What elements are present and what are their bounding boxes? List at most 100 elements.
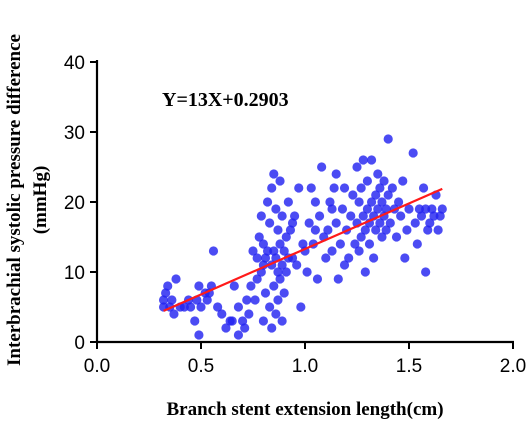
data-point <box>202 295 212 305</box>
data-point <box>377 197 387 207</box>
data-point <box>375 183 385 193</box>
data-point <box>267 323 277 333</box>
data-point <box>252 274 262 284</box>
data-point <box>260 253 271 263</box>
data-point <box>229 281 239 291</box>
data-point <box>391 232 402 242</box>
data-point <box>360 225 370 235</box>
data-point <box>244 309 254 319</box>
x-tick-label: 0.5 <box>188 356 214 377</box>
data-point <box>265 302 275 312</box>
data-point <box>346 211 356 221</box>
data-point <box>196 302 206 312</box>
data-point <box>337 204 348 214</box>
data-point <box>329 183 339 193</box>
data-point <box>352 162 362 172</box>
data-point <box>317 162 327 172</box>
data-point <box>208 246 219 256</box>
data-point <box>418 183 429 193</box>
data-point <box>283 197 293 207</box>
plot-area: 0 10 20 30 40 0.0 0.5 1.0 1.5 2.0 <box>64 53 526 377</box>
data-point <box>279 288 289 298</box>
data-point <box>221 323 231 333</box>
data-point <box>410 218 420 228</box>
data-point <box>385 218 395 228</box>
data-point <box>275 176 285 186</box>
data-point <box>371 190 381 200</box>
data-point <box>356 232 366 242</box>
data-point <box>287 218 298 228</box>
data-point <box>273 225 283 235</box>
regression-line <box>163 187 443 312</box>
data-point <box>252 253 262 263</box>
data-point <box>433 225 443 235</box>
x-tick-label: 1.5 <box>396 356 422 377</box>
data-point <box>250 295 260 305</box>
data-point <box>302 267 312 277</box>
data-point <box>371 225 381 235</box>
data-point <box>298 239 308 249</box>
data-point <box>421 267 431 277</box>
data-point <box>306 183 316 193</box>
data-point <box>279 246 289 256</box>
y-tick-label: 30 <box>64 123 85 144</box>
data-point <box>321 253 331 263</box>
data-point <box>362 204 372 214</box>
data-point <box>364 239 375 249</box>
data-point <box>348 190 358 200</box>
data-points <box>158 134 447 340</box>
data-point <box>233 330 244 340</box>
data-point <box>369 253 379 263</box>
data-point <box>381 225 391 235</box>
data-point <box>331 218 341 228</box>
data-point <box>335 239 345 249</box>
y-axis-ticks: 0 10 20 30 40 <box>64 53 97 354</box>
data-point <box>246 281 256 291</box>
data-point <box>358 155 368 165</box>
data-point <box>258 239 268 249</box>
data-point <box>285 225 296 235</box>
data-point <box>273 295 283 305</box>
data-point <box>404 204 414 214</box>
data-point <box>350 239 360 249</box>
data-point <box>373 169 383 179</box>
data-point <box>158 295 169 305</box>
data-point <box>161 288 171 298</box>
data-point <box>331 169 341 179</box>
x-tick-label: 1.0 <box>292 356 318 377</box>
data-point <box>169 309 179 319</box>
data-point <box>281 267 291 277</box>
data-point <box>233 302 244 312</box>
data-point <box>327 204 337 214</box>
y-tick-label: 20 <box>64 193 85 214</box>
data-point <box>273 267 283 277</box>
data-point <box>425 218 435 228</box>
data-point <box>240 323 250 333</box>
data-point <box>339 183 350 193</box>
data-point <box>277 211 287 221</box>
data-point <box>377 232 387 242</box>
data-point <box>310 225 320 235</box>
data-point <box>281 232 291 242</box>
data-point <box>256 211 266 221</box>
data-point <box>344 253 354 263</box>
data-point <box>383 190 393 200</box>
data-point <box>375 218 385 228</box>
data-point <box>312 274 323 284</box>
data-point <box>269 281 279 291</box>
data-point <box>269 169 279 179</box>
data-point <box>396 211 406 221</box>
data-point <box>398 176 408 186</box>
data-point <box>213 302 223 312</box>
data-point <box>362 176 372 186</box>
data-point <box>275 274 285 284</box>
data-point <box>437 204 447 214</box>
data-point <box>416 211 427 221</box>
data-point <box>271 309 281 319</box>
data-point <box>271 204 281 214</box>
data-point <box>366 197 377 207</box>
x-axis-title: Branch stent extension length(cm) <box>166 399 443 420</box>
x-tick-label: 0.0 <box>84 356 110 377</box>
data-point <box>366 155 377 165</box>
